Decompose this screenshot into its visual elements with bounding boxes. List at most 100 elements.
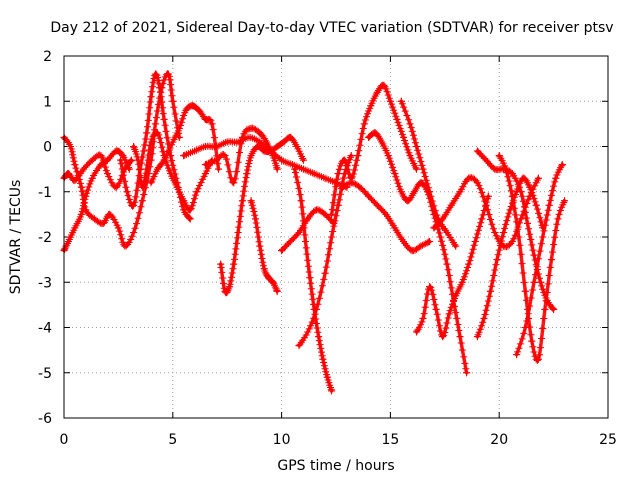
data-point [167, 81, 175, 89]
data-point-key [212, 143, 220, 150]
data-point [418, 161, 426, 169]
data-point [463, 267, 471, 275]
data-point [331, 191, 338, 199]
data-point [180, 112, 188, 119]
data-point [524, 196, 532, 204]
data-point [526, 302, 534, 310]
data-point [464, 264, 472, 271]
data-point [549, 305, 557, 312]
data-point [469, 245, 477, 253]
series-sat-m [295, 152, 355, 350]
data-point [514, 180, 522, 188]
data-point-key [156, 84, 164, 92]
data-point [303, 167, 311, 175]
data-point [545, 272, 553, 279]
data-point [241, 182, 249, 190]
data-point [490, 272, 498, 279]
data-point [379, 207, 387, 215]
data-point [448, 300, 456, 308]
data-point [441, 329, 449, 336]
data-point [446, 278, 454, 286]
data-point [322, 263, 330, 271]
data-point [447, 284, 455, 292]
data-point [370, 198, 378, 206]
data-point [429, 290, 437, 298]
data-point-key [180, 197, 188, 205]
data-point [531, 352, 539, 360]
data-point [393, 176, 401, 184]
data-point-key [443, 260, 451, 268]
data-point [117, 160, 125, 168]
data-point [529, 246, 537, 254]
data-point [80, 199, 88, 207]
data-point [487, 216, 494, 223]
data-point-key [463, 369, 471, 377]
data-point [317, 288, 325, 296]
data-point [128, 232, 136, 240]
data-point-key [302, 238, 309, 245]
data-point [163, 151, 171, 158]
data-point-key [82, 206, 90, 214]
data-point-key [539, 233, 547, 241]
data-point [408, 127, 416, 135]
data-point [234, 158, 242, 166]
data-point [291, 233, 299, 241]
data-point [192, 146, 200, 154]
data-point [168, 92, 176, 100]
data-point [477, 151, 485, 159]
data-point [210, 134, 218, 142]
data-point-key [256, 129, 264, 137]
data-point [482, 306, 490, 314]
data-point [320, 275, 328, 283]
data-point [537, 240, 545, 248]
data-point [171, 110, 179, 118]
data-point-key [97, 161, 105, 169]
series-sat-w [513, 161, 566, 359]
y-tick-label: -2 [38, 230, 52, 246]
data-point [505, 177, 513, 185]
data-point-key [410, 188, 418, 196]
data-point [294, 230, 302, 238]
data-point-key [519, 174, 527, 182]
data-point [105, 155, 113, 163]
data-point [328, 177, 336, 185]
data-point-key [341, 156, 349, 164]
data-point-key [278, 156, 286, 164]
data-point [527, 331, 535, 339]
data-point [106, 176, 114, 184]
data-point [394, 118, 402, 126]
data-point-key [215, 165, 222, 173]
data-point [362, 189, 370, 197]
data-point-key [458, 278, 466, 286]
data-point-key [234, 229, 242, 236]
data-point [322, 368, 330, 376]
data-point [164, 147, 172, 155]
data-point [530, 348, 538, 356]
data-point [513, 177, 521, 185]
data-point [460, 353, 468, 361]
data-point [402, 241, 410, 249]
data-point [544, 206, 552, 214]
data-point [219, 274, 227, 282]
data-point-key [339, 183, 346, 191]
data-point [477, 219, 485, 227]
data-point [83, 162, 90, 170]
data-point [438, 237, 445, 245]
data-point [487, 161, 494, 169]
data-point [292, 173, 300, 181]
data-point-key [452, 242, 460, 250]
data-point [62, 243, 70, 251]
data-point-key [169, 97, 177, 105]
data-point [135, 166, 143, 174]
data-point [238, 137, 246, 144]
data-point-key [286, 133, 294, 141]
data-point [535, 255, 542, 263]
data-point [117, 231, 125, 239]
data-point [531, 182, 539, 190]
data-point [497, 237, 505, 245]
data-point [384, 91, 392, 99]
data-point [319, 173, 327, 181]
data-point-key [151, 120, 159, 128]
data-point [328, 206, 336, 214]
data-point-key [482, 201, 490, 209]
